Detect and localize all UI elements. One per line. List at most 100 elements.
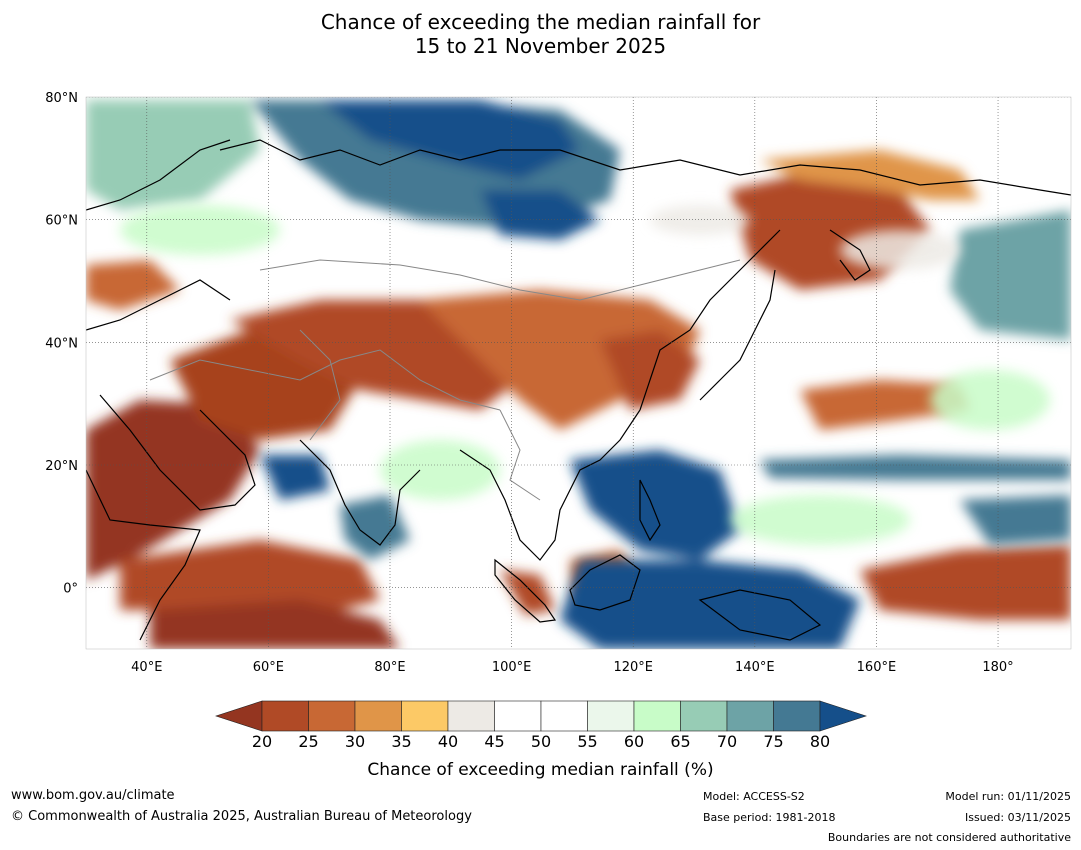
maritime-continent-wet <box>560 560 860 649</box>
colorbar-segment <box>587 700 635 732</box>
bay-of-bengal-wet <box>340 495 410 560</box>
boundary-2 <box>259 259 741 301</box>
green-patch-4 <box>380 440 500 500</box>
grey-patch-2 <box>650 205 750 235</box>
lat-label: 0° <box>63 582 78 597</box>
colorbar <box>215 700 867 732</box>
model-run-date: Model run: 01/11/2025 <box>945 790 1071 803</box>
colorbar-tick-label: 50 <box>530 732 552 751</box>
base-period: Base period: 1981-2018 <box>703 811 836 824</box>
wet-anomaly-regions <box>86 100 1071 649</box>
sumatra-dry <box>500 570 555 615</box>
siberia-north-coast <box>219 139 1071 196</box>
colorbar-tick-label: 25 <box>298 732 319 751</box>
colorbar-tick-label: 45 <box>484 732 505 751</box>
colorbar-tick-label: 80 <box>809 732 831 751</box>
boundary-3 <box>299 329 341 441</box>
dry-anomaly-regions <box>86 150 1071 649</box>
website-link[interactable]: www.bom.gov.au/climate <box>11 788 175 803</box>
philippines-coast <box>639 479 661 542</box>
longitude-labels: 40°E 60°E 80°E 100°E 120°E 140°E 160°E 180° <box>131 660 1014 675</box>
africa-coast <box>86 469 201 641</box>
colorbar-tick-label: 20 <box>251 732 273 751</box>
colorbar-tick-label: 70 <box>716 732 738 751</box>
boundaries-disclaimer: Boundaries are not considered authoritat… <box>827 831 1071 844</box>
equatorial-pacific-dry <box>860 545 1071 620</box>
scandinavia-wet <box>86 100 260 210</box>
colorbar-segment <box>680 700 728 732</box>
lat-label: 20°N <box>45 459 78 474</box>
colorbar-tick-label: 30 <box>344 732 366 751</box>
colorbar-segment <box>540 700 588 732</box>
near-normal-patches <box>120 205 1050 545</box>
colorbar-high-extension <box>819 700 867 732</box>
map-frame <box>85 96 1072 650</box>
lon-label: 60°E <box>253 660 284 675</box>
colorbar-segment <box>354 700 402 732</box>
colorbar-tick-label: 75 <box>763 732 784 751</box>
new-guinea-coast <box>698 589 822 641</box>
north-pacific-wet <box>950 210 1071 340</box>
china-coast <box>639 229 781 411</box>
pacific-east-wet <box>960 495 1071 545</box>
coastlines <box>86 139 1071 641</box>
issued-date: Issued: 03/11/2025 <box>964 811 1071 824</box>
india-coast <box>299 439 421 546</box>
central-pacific-dry <box>800 380 970 430</box>
colorbar-tick-label: 60 <box>623 732 645 751</box>
arabia-dry-region <box>86 400 260 580</box>
map-area <box>86 97 1071 649</box>
colorbar-label: Chance of exceeding median rainfall (%) <box>367 760 714 780</box>
green-patch-2 <box>730 495 910 545</box>
lon-label: 140°E <box>735 660 775 675</box>
east-asia-dry-region <box>600 330 700 410</box>
lon-label: 80°E <box>374 660 405 675</box>
lon-label: 40°E <box>131 660 162 675</box>
colorbar-tick-label: 40 <box>437 732 459 751</box>
lat-label: 40°N <box>45 336 78 351</box>
copyright-notice: © Commonwealth of Australia 2025, Austra… <box>11 809 472 824</box>
boundary-1 <box>149 349 501 411</box>
map-title-line1: Chance of exceeding the median rainfall … <box>320 10 761 34</box>
green-patch-3 <box>930 370 1050 430</box>
colorbar-segment <box>773 700 821 732</box>
japan-coast <box>699 269 776 401</box>
arabia-coast <box>99 394 256 511</box>
map-title-line2: 15 to 21 November 2025 <box>414 34 667 58</box>
country-boundaries <box>149 259 741 501</box>
central-siberia-blue <box>480 190 600 240</box>
lon-label: 180° <box>982 660 1013 675</box>
southern-indian-ocean-dry <box>150 600 400 649</box>
grey-patch-1 <box>840 230 960 270</box>
colorbar-tick-label: 35 <box>391 732 412 751</box>
colorbar-tick-label: 55 <box>577 732 598 751</box>
colorbar-segment <box>401 700 449 732</box>
tropical-pacific-band <box>760 455 1071 480</box>
lat-label: 80°N <box>45 91 78 106</box>
lon-label: 120°E <box>613 660 653 675</box>
siberia-deep-blue <box>320 100 580 180</box>
model-name: Model: ACCESS-S2 <box>703 790 805 803</box>
west-pacific-wet <box>570 450 740 560</box>
lat-label: 60°N <box>45 214 78 229</box>
sumatra-coast <box>494 558 557 623</box>
colorbar-segment <box>633 700 681 732</box>
colorbar-segment <box>261 700 309 732</box>
equatorial-indian-ocean-dry <box>120 540 380 620</box>
borneo-coast <box>569 554 641 611</box>
colorbar-segment <box>308 700 356 732</box>
europe-dry <box>86 260 180 310</box>
colorbar-low-extension <box>215 700 263 732</box>
lon-label: 160°E <box>857 660 897 675</box>
green-patch-1 <box>120 205 280 255</box>
kamchatka-coast <box>829 229 871 281</box>
latitude-labels: 80°N 60°N 40°N 20°N 0° <box>45 91 78 597</box>
colorbar-segment <box>726 700 774 732</box>
colorbar-segment <box>447 700 495 732</box>
arabian-sea-wet <box>260 455 330 500</box>
southeast-asia-coast <box>459 409 641 561</box>
colorbar-tick-label: 65 <box>670 732 691 751</box>
colorbar-segment <box>494 700 542 732</box>
east-siberia-orange-fringe <box>760 150 980 200</box>
